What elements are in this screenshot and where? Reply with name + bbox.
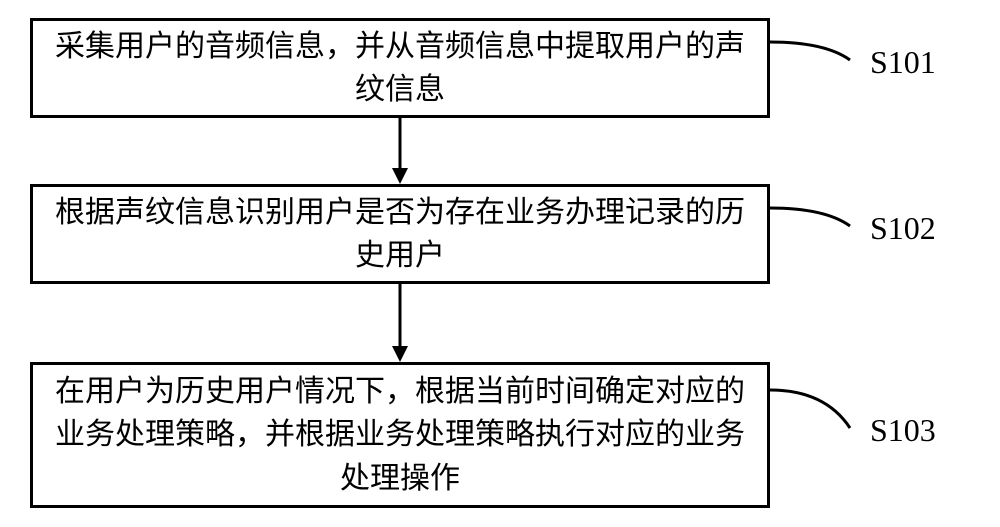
node-text: 根据声纹信息识别用户是否为存在业务办理记录的历史用户 [51, 191, 749, 278]
node-text: 采集用户的音频信息，并从音频信息中提取用户的声纹信息 [51, 25, 749, 112]
label-connector-s103 [770, 382, 870, 438]
node-text: 在用户为历史用户情况下，根据当前时间确定对应的业务处理策略，并根据业务处理策略执… [51, 370, 749, 501]
flowchart-node-s103: 在用户为历史用户情况下，根据当前时间确定对应的业务处理策略，并根据业务处理策略执… [30, 362, 770, 508]
label-text: S102 [870, 210, 936, 246]
arrow-s102-s103 [390, 284, 410, 362]
arrow-s101-s102 [390, 118, 410, 184]
label-text: S101 [870, 44, 936, 80]
flowchart-node-s102: 根据声纹信息识别用户是否为存在业务办理记录的历史用户 [30, 184, 770, 284]
flowchart-canvas: 采集用户的音频信息，并从音频信息中提取用户的声纹信息 S101 根据声纹信息识别… [0, 0, 1000, 527]
label-text: S103 [870, 412, 936, 448]
flowchart-node-s101: 采集用户的音频信息，并从音频信息中提取用户的声纹信息 [30, 18, 770, 118]
step-label-s101: S101 [870, 44, 936, 81]
label-connector-s102 [770, 202, 870, 242]
step-label-s102: S102 [870, 210, 936, 247]
step-label-s103: S103 [870, 412, 936, 449]
label-connector-s101 [770, 36, 870, 76]
